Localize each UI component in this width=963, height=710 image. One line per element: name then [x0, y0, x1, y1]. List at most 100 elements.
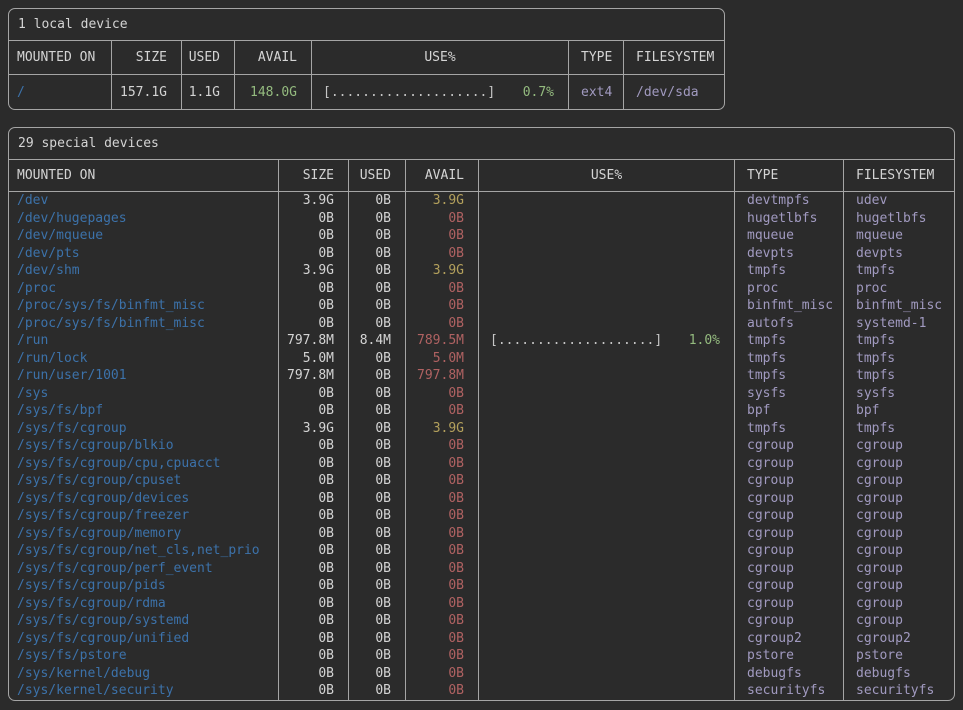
usage-bar: [....................]	[490, 333, 662, 348]
mount-point: /sys/fs/pstore	[9, 647, 278, 665]
filesystem: mqueue	[843, 227, 954, 245]
special-table-title: 29 special devices	[9, 128, 954, 160]
filesystem: tmpfs	[843, 350, 954, 368]
usage-cell	[478, 297, 734, 315]
avail-value: 0B	[405, 455, 478, 473]
fs-type: securityfs	[734, 682, 843, 700]
mount-point: /sys/fs/cgroup/devices	[9, 490, 278, 508]
fs-type: cgroup	[734, 560, 843, 578]
avail-value: 0B	[405, 542, 478, 560]
fs-type: cgroup	[734, 490, 843, 508]
used-value: 0B	[348, 612, 405, 630]
size-value: 0B	[278, 507, 348, 525]
filesystem: sysfs	[843, 385, 954, 403]
table-row: /proc/sys/fs/binfmt_misc 0B 0B 0B autofs…	[9, 315, 954, 333]
table-row: /run 797.8M 8.4M 789.5M [...............…	[9, 332, 954, 350]
filesystem: bpf	[843, 402, 954, 420]
size-value: 0B	[278, 647, 348, 665]
size-value: 3.9G	[278, 262, 348, 280]
usage-bar: [....................]	[323, 85, 495, 100]
fs-type: cgroup	[734, 472, 843, 490]
fs-type: cgroup	[734, 542, 843, 560]
fs-type: tmpfs	[734, 420, 843, 438]
col-header-filesystem: FILESYSTEM	[623, 41, 724, 74]
fs-type: bpf	[734, 402, 843, 420]
filesystem: cgroup	[843, 577, 954, 595]
mount-point: /sys/fs/cgroup/perf_event	[9, 560, 278, 578]
size-value: 0B	[278, 210, 348, 228]
fs-type: mqueue	[734, 227, 843, 245]
table-row: /sys/kernel/security 0B 0B 0B securityfs…	[9, 682, 954, 700]
fs-type: pstore	[734, 647, 843, 665]
avail-value: 0B	[405, 507, 478, 525]
usage-percent: 0.7%	[523, 85, 554, 100]
fs-type: hugetlbfs	[734, 210, 843, 228]
size-value: 3.9G	[278, 192, 348, 210]
local-table-title: 1 local device	[9, 9, 724, 41]
usage-cell	[478, 262, 734, 280]
mount-point: /sys/fs/bpf	[9, 402, 278, 420]
size-value: 0B	[278, 245, 348, 263]
usage-cell	[478, 665, 734, 683]
filesystem: tmpfs	[843, 420, 954, 438]
avail-value: 0B	[405, 665, 478, 683]
mount-point: /sys/fs/cgroup/net_cls,net_prio	[9, 542, 278, 560]
used-value: 0B	[348, 507, 405, 525]
used-value: 1.1G	[181, 75, 234, 109]
size-value: 157.1G	[111, 75, 181, 109]
usage-cell	[478, 542, 734, 560]
filesystem: cgroup	[843, 472, 954, 490]
col-header-type: TYPE	[734, 160, 843, 191]
avail-value: 148.0G	[234, 75, 311, 109]
used-value: 0B	[348, 682, 405, 700]
used-value: 0B	[348, 402, 405, 420]
fs-type: cgroup	[734, 612, 843, 630]
mount-point: /dev/shm	[9, 262, 278, 280]
usage-cell	[478, 385, 734, 403]
size-value: 0B	[278, 472, 348, 490]
used-value: 0B	[348, 437, 405, 455]
filesystem: cgroup	[843, 490, 954, 508]
avail-value: 0B	[405, 577, 478, 595]
col-header-size: SIZE	[111, 41, 181, 74]
used-value: 0B	[348, 385, 405, 403]
usage-cell	[478, 245, 734, 263]
table-row: /dev/hugepages 0B 0B 0B hugetlbfs hugetl…	[9, 210, 954, 228]
used-value: 0B	[348, 577, 405, 595]
usage-cell	[478, 507, 734, 525]
fs-type: cgroup	[734, 455, 843, 473]
fs-type: devpts	[734, 245, 843, 263]
avail-value: 0B	[405, 385, 478, 403]
used-value: 0B	[348, 245, 405, 263]
col-header-use-pct: USE%	[478, 160, 734, 191]
mount-point: /	[9, 75, 111, 109]
terminal-screen: 1 local device MOUNTED ON SIZE USED AVAI…	[0, 0, 963, 709]
col-header-used: USED	[181, 41, 234, 74]
table-row: /sys/fs/bpf 0B 0B 0B bpf bpf	[9, 402, 954, 420]
usage-cell	[478, 612, 734, 630]
used-value: 0B	[348, 262, 405, 280]
table-row: /sys/fs/cgroup/devices 0B 0B 0B cgroup c…	[9, 490, 954, 508]
mount-point: /sys/fs/cgroup/rdma	[9, 595, 278, 613]
filesystem: cgroup	[843, 525, 954, 543]
mount-point: /sys/fs/cgroup/freezer	[9, 507, 278, 525]
col-header-used: USED	[348, 160, 405, 191]
avail-value: 0B	[405, 560, 478, 578]
mount-point: /sys/fs/cgroup/cpuset	[9, 472, 278, 490]
size-value: 0B	[278, 612, 348, 630]
size-value: 0B	[278, 665, 348, 683]
special-devices-table: 29 special devices MOUNTED ON SIZE USED …	[8, 127, 955, 701]
avail-value: 0B	[405, 280, 478, 298]
filesystem: tmpfs	[843, 262, 954, 280]
mount-point: /sys/fs/cgroup/pids	[9, 577, 278, 595]
col-header-avail: AVAIL	[405, 160, 478, 191]
size-value: 3.9G	[278, 420, 348, 438]
used-value: 0B	[348, 280, 405, 298]
table-row: /sys/fs/cgroup/freezer 0B 0B 0B cgroup c…	[9, 507, 954, 525]
filesystem: udev	[843, 192, 954, 210]
avail-value: 0B	[405, 647, 478, 665]
avail-value: 0B	[405, 297, 478, 315]
col-header-use-pct: USE%	[311, 41, 568, 74]
usage-cell	[478, 437, 734, 455]
fs-type: ext4	[568, 75, 623, 109]
